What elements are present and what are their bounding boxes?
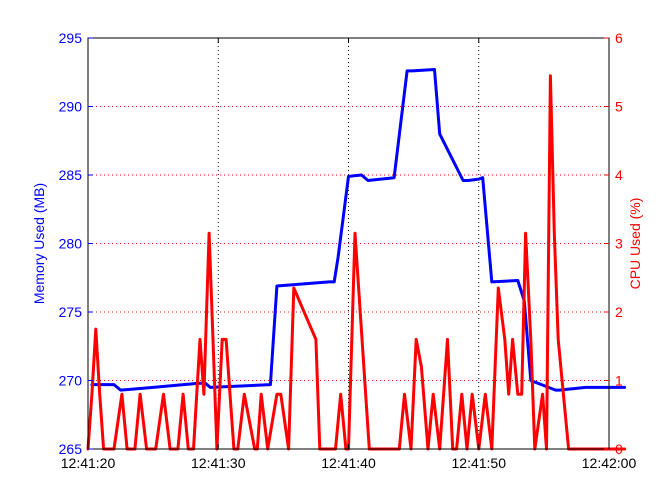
memory-series-line (90, 68, 627, 392)
right-tick-label: 1 (615, 373, 623, 389)
right-axis-label: CPU Used (%) (627, 198, 643, 290)
right-tick-label: 3 (615, 236, 623, 252)
x-tick-label: 12:42:00 (582, 455, 637, 471)
left-axis-label: Memory Used (MB) (31, 183, 47, 304)
left-tick-label: 280 (59, 236, 83, 252)
right-tick-label: 6 (615, 30, 623, 46)
left-tick-label: 270 (59, 373, 83, 389)
left-tick-label: 265 (59, 441, 83, 457)
left-tick-label: 275 (59, 304, 83, 320)
x-axis: 12:41:20 12:41:30 12:41:40 12:41:50 12:42:00 (61, 38, 637, 471)
right-tick-label: 2 (615, 304, 623, 320)
left-tick-label: 290 (59, 99, 83, 115)
right-tick-label: 4 (615, 167, 623, 183)
right-tick-label: 5 (615, 99, 623, 115)
x-tick-label: 12:41:20 (61, 455, 116, 471)
x-tick-label: 12:41:40 (321, 455, 376, 471)
right-tick-label: 0 (615, 441, 623, 457)
x-tick-label: 12:41:50 (452, 455, 507, 471)
x-tick-label: 12:41:30 (191, 455, 246, 471)
left-axis: 265 270 275 280 285 290 295 (59, 30, 93, 457)
left-tick-label: 295 (59, 30, 83, 46)
right-axis: 0 1 2 3 4 5 6 (604, 30, 623, 457)
left-tick-label: 285 (59, 167, 83, 183)
